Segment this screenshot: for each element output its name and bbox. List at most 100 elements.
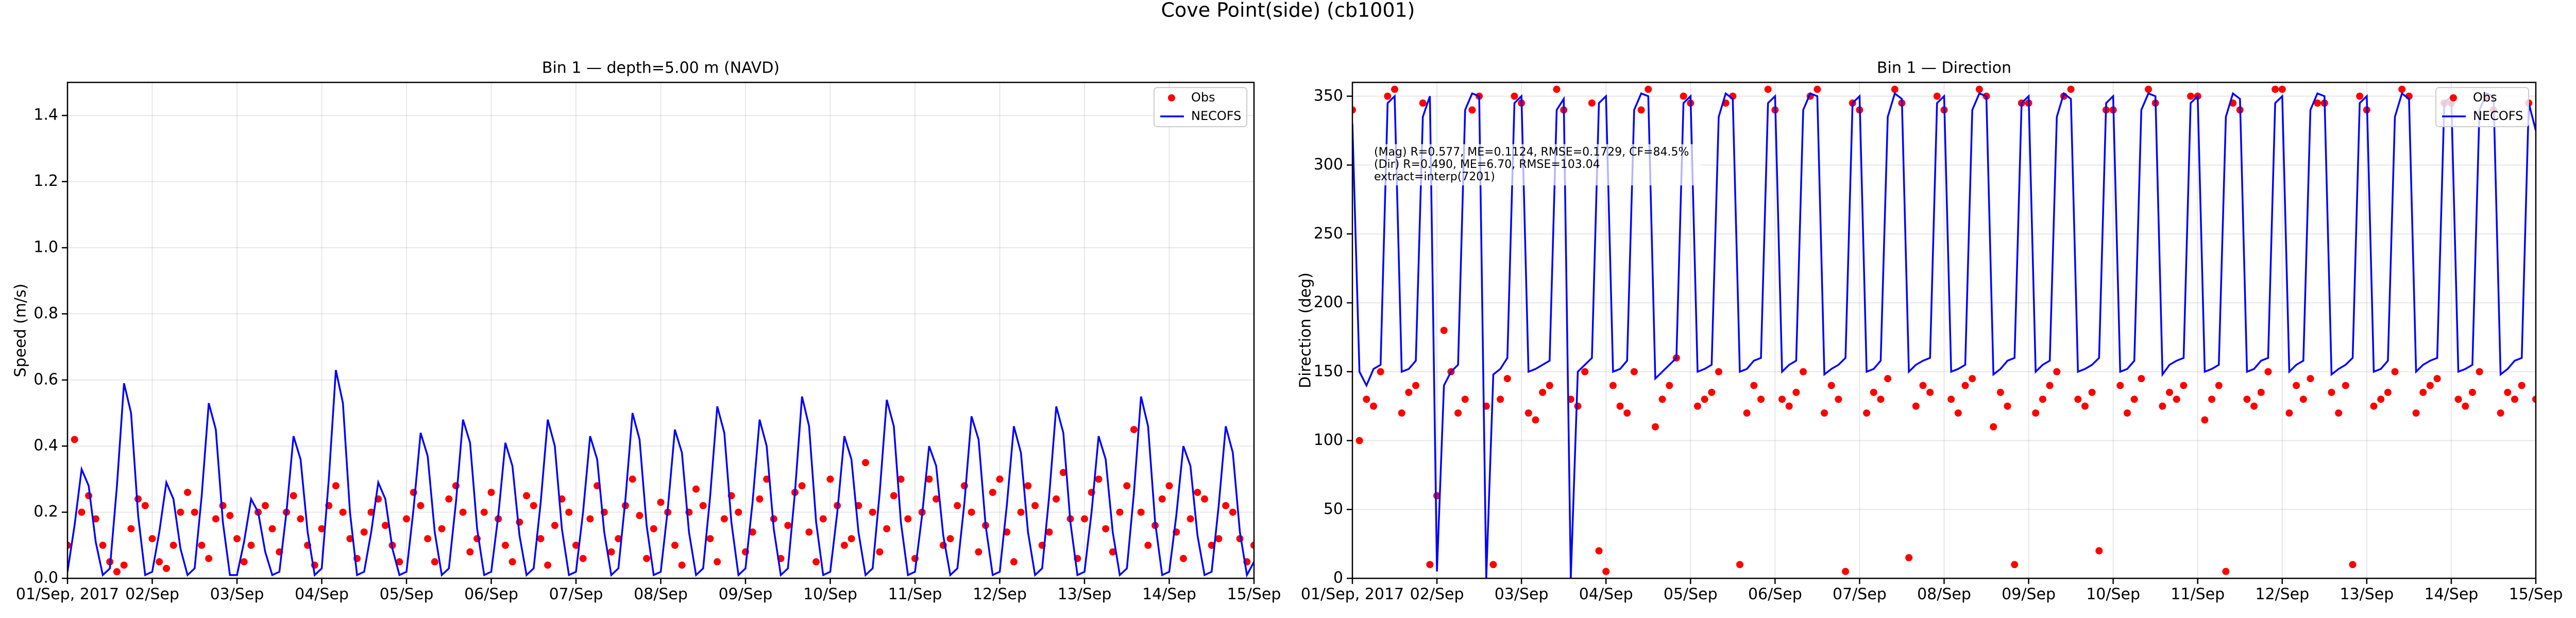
obs-point [1835,396,1842,403]
obs-point [1884,375,1892,383]
obs-point [706,535,714,542]
obs-point [2039,396,2046,403]
obs-point [71,436,78,443]
obs-point [1574,402,1582,410]
obs-point [1370,402,1378,410]
obs-point [1229,508,1236,516]
obs-point [643,555,651,562]
obs-point [1081,515,1088,523]
obs-point [85,492,93,500]
obs-point [1651,423,1659,431]
obs-point [2053,368,2061,375]
axes-frame [1351,81,2537,579]
y-tick-label: 1.2 [33,172,58,190]
obs-point [1398,409,1405,417]
obs-point [1863,409,1871,417]
obs-point [261,502,269,509]
obs-point [1630,368,1638,375]
obs-point [671,541,679,549]
obs-point [805,528,813,536]
x-tick-label: 01/Sep, 2017 [1301,586,1404,604]
obs-point [268,525,276,533]
obs-point [2222,568,2230,575]
obs-point [99,541,107,549]
obs-point [1201,495,1209,503]
axes-frame [66,81,1255,579]
obs-point [2159,402,2166,410]
obs-point [2187,92,2195,100]
obs-point [438,525,446,533]
annotation-box [1371,144,1701,185]
obs-point [1454,409,1462,417]
obs-point [2130,396,2138,403]
obs-point [318,525,326,533]
obs-point [1905,554,1913,561]
obs-point [1419,99,1427,107]
obs-point [890,492,897,500]
obs-point [1701,396,1708,403]
obs-point [2011,561,2019,569]
obs-point [2264,368,2272,375]
y-tick-label: 300 [1314,156,1343,174]
obs-point [247,541,255,549]
obs-point [1024,482,1032,490]
obs-point [720,515,728,523]
obs-point [1045,528,1053,536]
obs-point [2426,382,2434,389]
obs-point [975,548,982,556]
obs-point [1405,388,1413,396]
obs-point [1059,469,1067,476]
obs-point [1391,85,1399,93]
x-tick-label: 14/Sep [2425,586,2479,604]
obs-point [1222,502,1230,509]
obs-point [1355,437,1363,444]
obs-point [1384,92,1392,100]
obs-point [1130,426,1138,434]
obs-point [67,541,71,549]
obs-point [2285,409,2293,417]
obs-point [1778,396,1786,403]
obs-point [989,489,996,496]
obs-point [2081,402,2089,410]
obs-point [1187,515,1194,523]
x-tick-label: 15/Sep [1227,586,1281,604]
x-tick-label: 10/Sep [2086,586,2140,604]
obs-point [360,528,368,536]
obs-point [2433,375,2441,383]
obs-point [2032,409,2040,417]
obs-point [1975,85,1983,93]
subplot: Bin 1 — depth=5.00 m (NAVD) Speed (m/s) 01… [12,59,1281,604]
obs-point [1546,382,1553,389]
obs-point [1658,396,1666,403]
y-tick-label: 150 [1314,362,1343,380]
obs-point [2095,547,2103,555]
obs-point [487,489,495,496]
legend-label: NECOFS [1191,109,1241,123]
obs-point [466,548,474,556]
legend-label: Obs [1191,90,1215,105]
y-tick-label: 50 [1324,500,1343,518]
obs-point [1961,382,1969,389]
obs-point [226,512,234,520]
obs-point [615,535,622,542]
obs-point [2342,382,2349,389]
obs-point [396,558,403,565]
obs-point [1990,423,1997,431]
obs-point [933,495,940,503]
x-tick-label: 03/Sep [210,586,264,604]
obs-point [501,541,509,549]
obs-point [2511,396,2518,403]
obs-point [2518,382,2526,389]
obs-point [1412,382,1420,389]
obs-point [1609,382,1617,389]
y-tick-label: 1.4 [33,106,58,124]
obs-point [2391,368,2399,375]
obs-point [1693,402,1701,410]
obs-point [1792,388,1800,396]
obs-point [2272,85,2279,93]
obs-point [1842,568,1850,575]
obs-point [1440,327,1448,334]
x-tick-label: 15/Sep [2509,586,2563,604]
x-tick-label: 08/Sep [634,586,688,604]
model-line [1352,92,2536,578]
